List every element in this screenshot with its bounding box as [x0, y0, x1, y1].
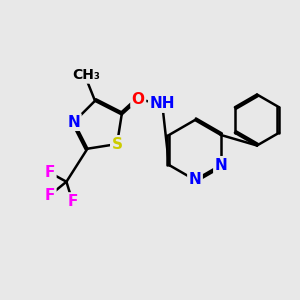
- Text: N: N: [189, 172, 201, 188]
- Text: N: N: [68, 115, 80, 130]
- Text: F: F: [67, 194, 78, 209]
- Text: S: S: [112, 136, 122, 152]
- Text: F: F: [45, 188, 55, 203]
- Text: F: F: [45, 165, 55, 180]
- Text: N: N: [214, 158, 227, 172]
- Text: NH: NH: [149, 96, 175, 111]
- Text: O: O: [132, 92, 145, 107]
- Text: CH₃: CH₃: [72, 68, 100, 82]
